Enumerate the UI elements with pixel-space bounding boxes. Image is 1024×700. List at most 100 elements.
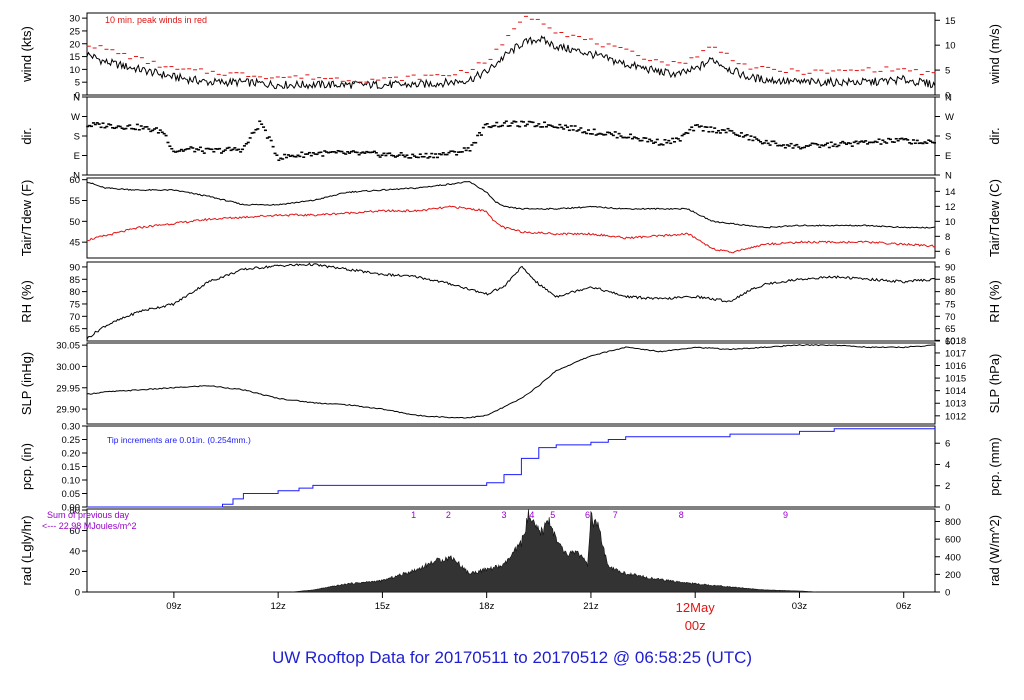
x-midnight-label: 00z (685, 618, 706, 633)
dir-ytick-label-right: N (945, 171, 952, 182)
dir-ytick-label-right: S (945, 132, 951, 143)
pcp-ylabel-right: pcp. (mm) (987, 437, 1002, 496)
rh-ytick-label-left: 75 (69, 299, 80, 310)
wind-ytick-label-left: 20 (69, 39, 80, 50)
rad-ytick-label-right: 600 (945, 535, 961, 546)
dir-ytick-label-right: E (945, 151, 951, 162)
dir-ytick-label-right: N (945, 93, 952, 104)
dir-ytick-label-left: N (73, 93, 80, 104)
rad-ytick-label-right: 400 (945, 552, 961, 563)
temp-ytick-label-right: 6 (945, 247, 950, 258)
rad-ytick-label-right: 0 (945, 588, 950, 599)
rad-ytick-label-left: 40 (69, 547, 80, 558)
sea-level-pressure-line (86, 344, 936, 419)
slp-ytick-label-right: 1017 (945, 348, 966, 359)
rh-ylabel-right: RH (%) (987, 280, 1002, 323)
pcp-ytick-label-left: 0.05 (62, 489, 81, 500)
rh-ytick-label-left: 65 (69, 324, 80, 335)
pcp-ytick-label-right: 6 (945, 439, 950, 450)
dir-ylabel-left: dir. (19, 127, 34, 144)
temp-ytick-label-right: 12 (945, 202, 956, 213)
relative-humidity-line (86, 262, 936, 340)
wind-ytick-label-left: 10 (69, 65, 80, 76)
footer-time: 06:58:25 (634, 648, 702, 667)
rh-ytick-label-right: 75 (945, 299, 956, 310)
rh-ytick-label-right: 70 (945, 312, 956, 323)
rad-ytick-label-left: 60 (69, 526, 80, 537)
pcp-ytick-label-right: 4 (945, 460, 950, 471)
footer-at: @ (612, 648, 631, 667)
weather-charts-svg: wind (kts) wind (m/s)05101520253005101510… (19, 12, 1002, 633)
x-tick-label: 12z (270, 601, 286, 612)
dir-panel-frame (86, 96, 936, 176)
x-tick-label: 15z (375, 601, 391, 612)
rh-ytick-label-left: 90 (69, 262, 80, 273)
rad-ytick-label-right: 200 (945, 570, 961, 581)
footer-timezone: (UTC) (705, 648, 753, 667)
rad-ytick-label-right: 800 (945, 517, 961, 528)
slp-ytick-label-right: 1016 (945, 361, 966, 372)
slp-ytick-label-right: 1013 (945, 399, 966, 410)
precipitation-line (87, 428, 935, 508)
radiation-marker-label: 7 (613, 510, 618, 520)
temp-ytick-label-left: 50 (69, 217, 80, 228)
rad-ytick-label-left: 0 (75, 588, 80, 599)
wind-ytick-label-right: 15 (945, 16, 956, 27)
precipitation-note: Tip increments are 0.01in. (0.254mm.) (107, 435, 251, 445)
slp-ylabel-right: SLP (hPa) (987, 354, 1002, 414)
wind-ytick-label-left: 25 (69, 26, 80, 37)
pcp-ylabel-left: pcp. (in) (19, 443, 34, 490)
temp-ylabel-left: Tair/Tdew (F) (19, 180, 34, 257)
pcp-ytick-label-right: 2 (945, 481, 950, 492)
rh-ytick-label-right: 80 (945, 287, 956, 298)
wind-ytick-label-left: 5 (75, 78, 80, 89)
wind-ytick-label-right: 0 (945, 91, 950, 102)
dir-ytick-label-right: W (945, 112, 954, 123)
rh-ytick-label-right: 65 (945, 324, 956, 335)
slp-ylabel-left: SLP (inHg) (19, 352, 34, 415)
footer-end-date: 20170512 (532, 648, 609, 667)
temp-ytick-label-right: 10 (945, 217, 956, 228)
temp-ylabel-right: Tair/Tdew (C) (987, 179, 1002, 257)
slp-ytick-label-left: 29.95 (56, 383, 80, 394)
wind-speed-line (86, 35, 936, 90)
footer-prefix: UW Rooftop Data for (271, 648, 430, 667)
pcp-ytick-label-left: 0.10 (62, 476, 81, 487)
radiation-marker-label: 4 (529, 510, 534, 520)
x-midnight-date: 12May (676, 600, 716, 615)
pcp-ytick-label-right: 0 (945, 503, 950, 514)
rh-ytick-label-right: 60 (945, 337, 956, 348)
dir-ytick-label-left: N (73, 171, 80, 182)
radiation-marker-label: 2 (446, 510, 451, 520)
footer-to: to (513, 648, 528, 667)
temp-ytick-label-right: 14 (945, 187, 956, 198)
radiation-marker-label: 1 (411, 510, 416, 520)
rh-ytick-label-left: 85 (69, 275, 80, 286)
dir-ytick-label-left: W (71, 112, 80, 123)
slp-ytick-label-right: 1018 (945, 336, 966, 347)
x-tick-label: 09z (166, 601, 182, 612)
pcp-ytick-label-left: 0.15 (62, 462, 81, 473)
x-tick-label: 03z (792, 601, 808, 612)
x-tick-label: 06z (896, 601, 912, 612)
footer-start-date: 20170511 (434, 648, 509, 667)
pcp-ytick-label-left: 0.25 (62, 435, 81, 446)
slp-ytick-label-right: 1012 (945, 411, 966, 422)
rh-ytick-label-left: 70 (69, 312, 80, 323)
radiation-marker-label: 3 (502, 510, 507, 520)
radiation-marker-label: 5 (550, 510, 555, 520)
rh-ylabel-left: RH (%) (19, 280, 34, 323)
wind-ylabel-left: wind (kts) (19, 26, 34, 83)
solar-radiation-area (291, 509, 817, 593)
pcp-ytick-label-left: 0.30 (62, 422, 81, 433)
dewpoint-line (86, 205, 936, 254)
rh-panel-frame (86, 261, 936, 342)
radiation-sum-note-line1: Sum of previous day (47, 510, 130, 520)
temp-ytick-label-left: 55 (69, 196, 80, 207)
rad-ytick-label-left: 20 (69, 567, 80, 578)
pcp-ytick-label-left: 0.00 (62, 503, 81, 514)
wind-peak-note: 10 min. peak winds in red (105, 15, 207, 25)
radiation-marker-label: 6 (585, 510, 590, 520)
slp-ytick-label-left: 30.05 (56, 341, 80, 352)
